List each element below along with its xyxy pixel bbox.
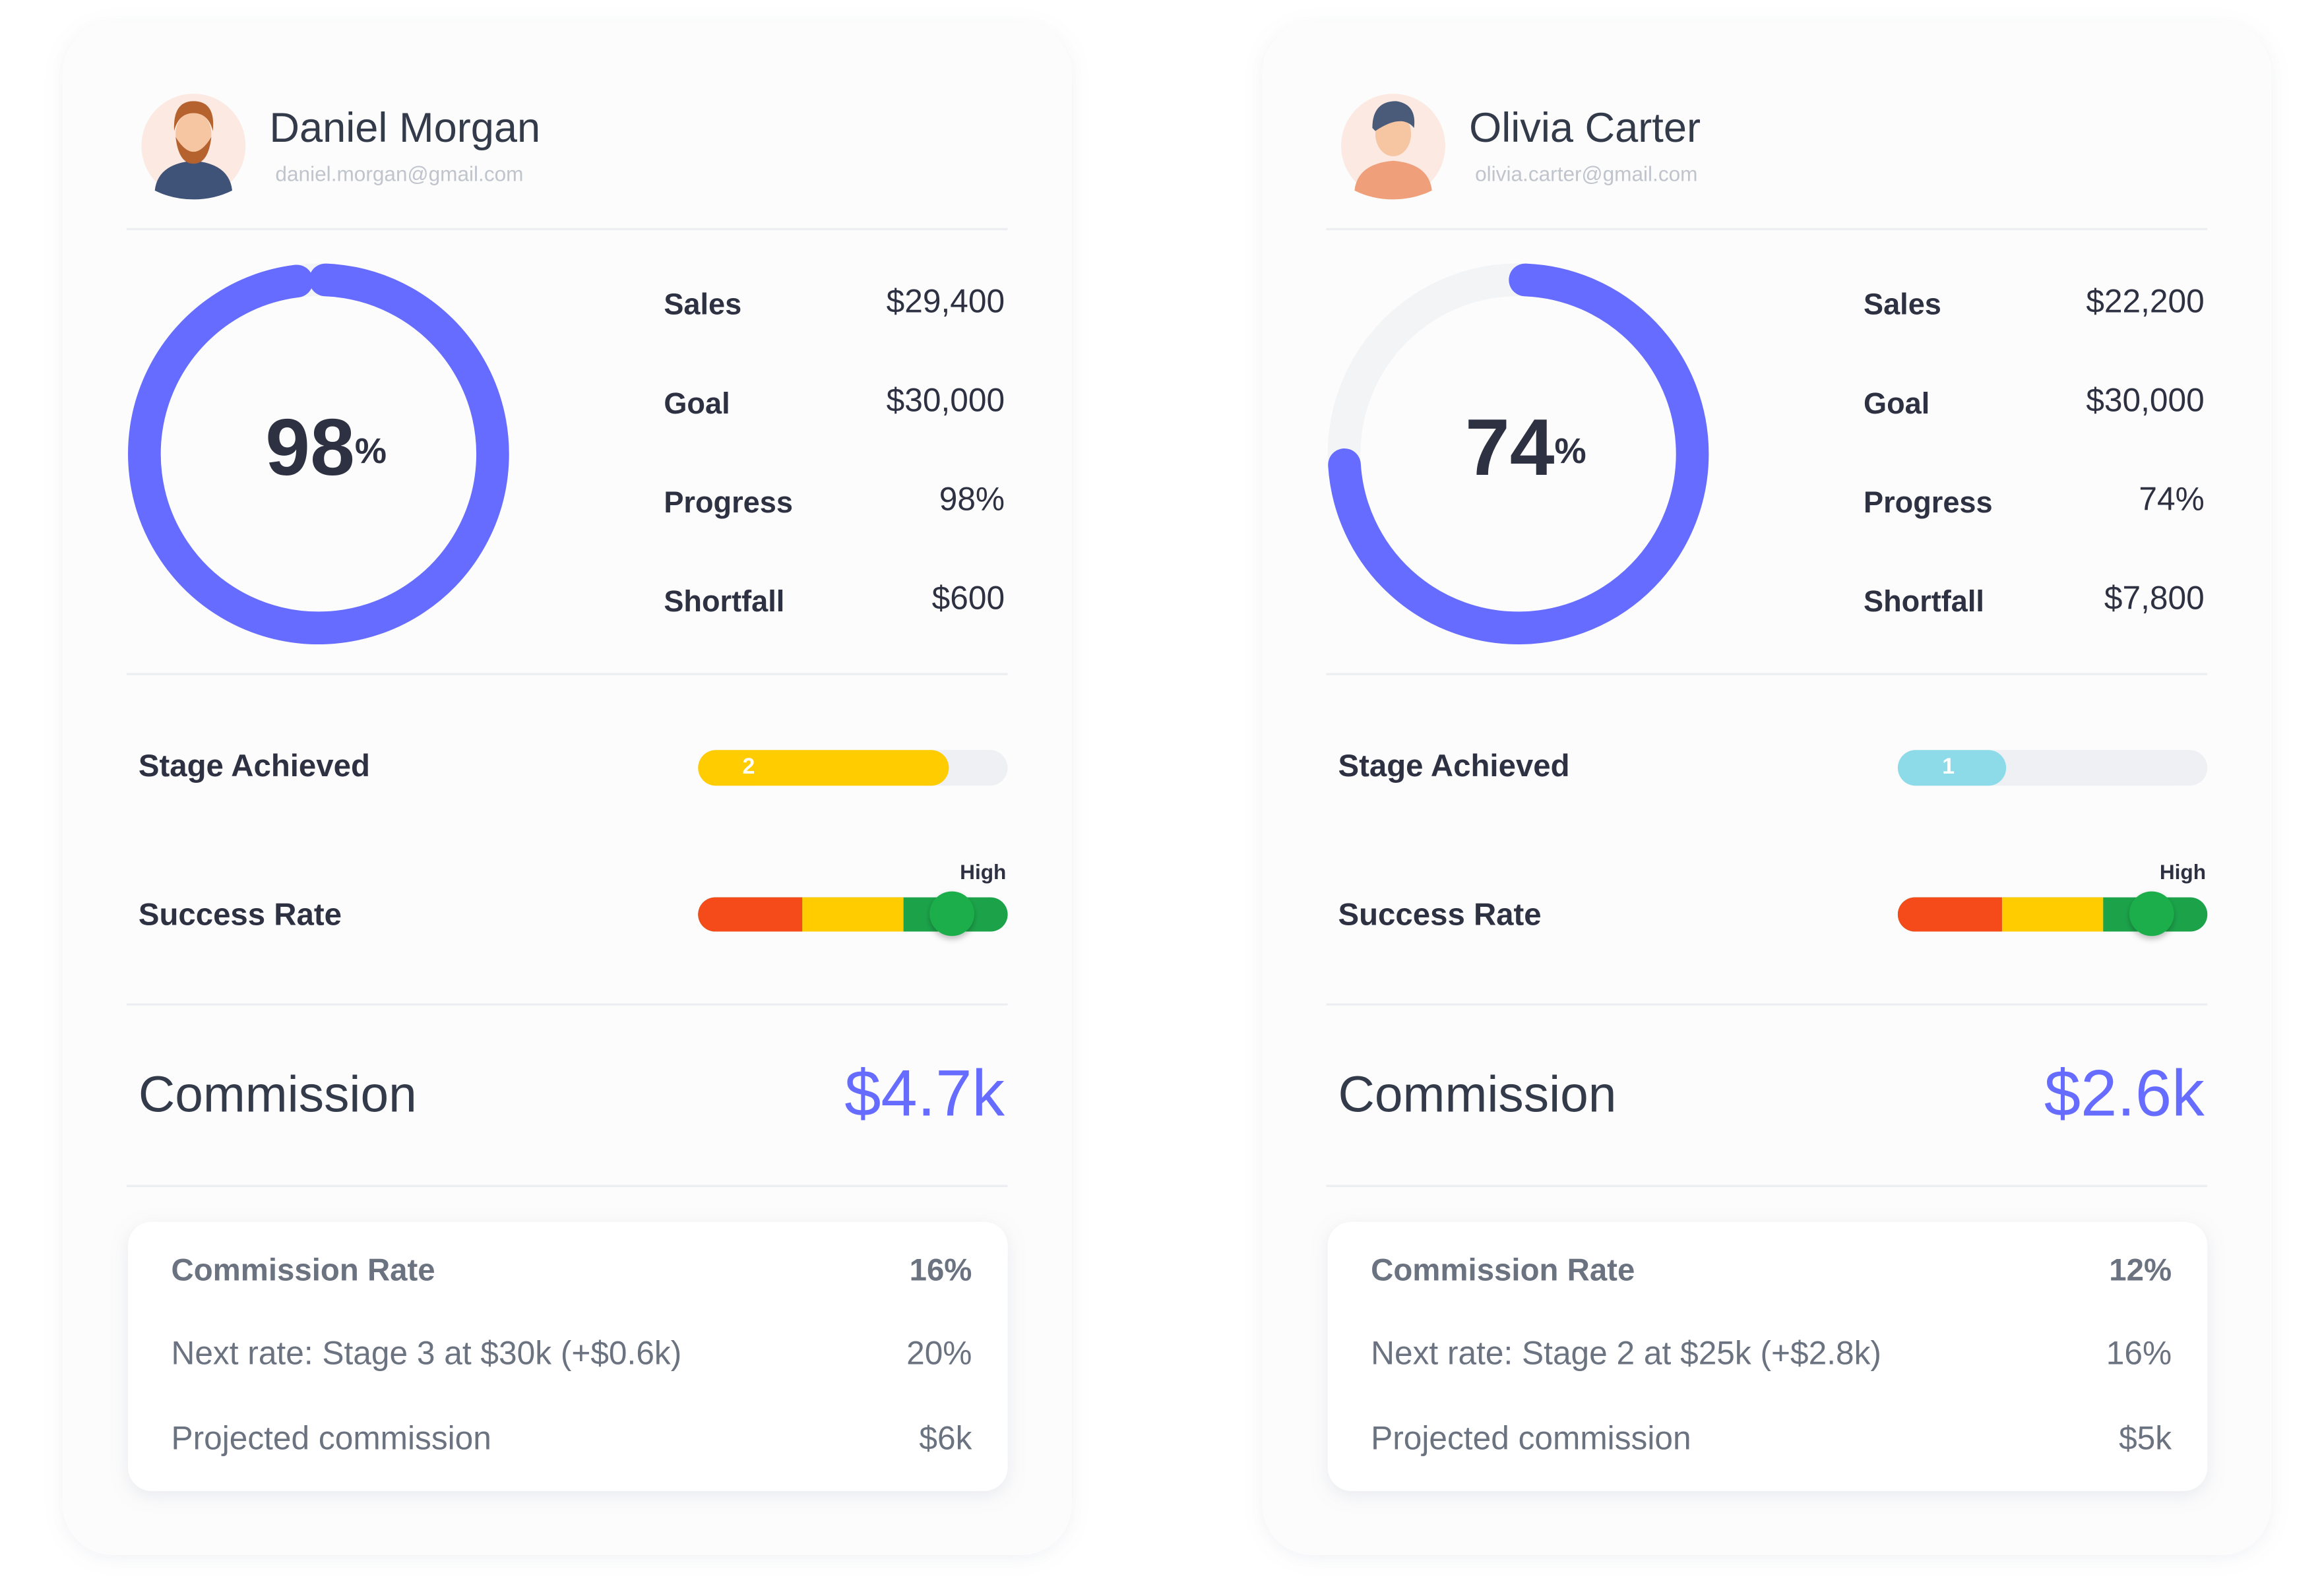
stat-label: Shortfall <box>1864 584 1984 618</box>
gauge-unit: % <box>355 432 387 472</box>
details-box <box>1327 1221 2208 1491</box>
gauge-unit: % <box>1555 432 1586 472</box>
success-label: Success Rate <box>1338 897 1542 932</box>
stat-value: $29,400 <box>887 282 1005 319</box>
avatar <box>1341 94 1445 200</box>
detail-label: Commission Rate <box>1371 1253 1635 1288</box>
success-knob <box>929 891 974 936</box>
detail-value: $5k <box>2119 1419 2172 1456</box>
stat-value: $22,200 <box>2086 282 2204 319</box>
stage-label: Stage Achieved <box>139 749 370 783</box>
detail-value: $6k <box>919 1419 972 1456</box>
stat-value: 74% <box>2139 481 2204 518</box>
commission-value: $2.6k <box>2044 1057 2205 1130</box>
stat-value: $7,800 <box>2104 580 2205 617</box>
gauge-arc <box>128 263 509 645</box>
success-bar <box>698 897 1008 932</box>
success-yellow <box>802 897 904 932</box>
stage-value: 1 <box>1942 754 1955 779</box>
detail-label: Next rate: Stage 3 at $30k (+$0.6k) <box>171 1335 681 1372</box>
user-name: Daniel Morgan <box>269 105 540 151</box>
detail-label: Next rate: Stage 2 at $25k (+$2.8k) <box>1371 1335 1881 1372</box>
detail-label: Projected commission <box>171 1419 491 1456</box>
success-red <box>1897 897 2002 932</box>
stat-label: Shortfall <box>664 584 784 618</box>
stage-label: Stage Achieved <box>1338 749 1570 783</box>
gauge-arc <box>1328 263 1709 644</box>
detail-value: 12% <box>2109 1253 2172 1288</box>
profile-card: Olivia Carter olivia.carter@gmail.com 74% S… <box>1262 22 2272 1555</box>
avatar-body <box>154 160 232 200</box>
commission-label: Commission <box>1338 1066 1617 1122</box>
avatar-body <box>1354 160 1432 200</box>
avatar-beard <box>175 137 212 164</box>
success-yellow <box>2001 897 2104 932</box>
success-red <box>698 897 803 932</box>
card-background <box>1262 22 2272 1555</box>
user-email: olivia.carter@gmail.com <box>1475 162 1697 186</box>
gauge-label: 74% <box>1465 402 1586 492</box>
avatar-hair <box>1372 101 1415 131</box>
stat-label: Goal <box>664 386 730 420</box>
gauge-value: 74 <box>1465 402 1555 492</box>
profile-card: Daniel Morgan daniel.morgan@gmail.com 98% S… <box>62 22 1072 1555</box>
success-bar <box>1897 897 2208 932</box>
user-name: Olivia Carter <box>1469 105 1701 151</box>
detail-value: 16% <box>2106 1335 2172 1372</box>
success-level: High <box>960 860 1006 884</box>
stat-value: $600 <box>932 580 1005 617</box>
stat-label: Goal <box>1864 386 1930 420</box>
stat-label: Progress <box>664 485 793 519</box>
gauge-label: 98% <box>265 402 387 492</box>
gauge-value: 98 <box>265 402 355 492</box>
detail-value: 20% <box>906 1335 972 1372</box>
avatar-hair <box>173 101 214 131</box>
commission-label: Commission <box>139 1066 417 1122</box>
stat-label: Progress <box>1864 485 1993 519</box>
detail-label: Commission Rate <box>171 1253 435 1288</box>
stat-label: Sales <box>664 288 741 321</box>
success-knob <box>2129 891 2174 936</box>
stat-value: 98% <box>939 481 1005 518</box>
success-label: Success Rate <box>139 897 342 932</box>
commission-value: $4.7k <box>844 1057 1005 1130</box>
details-box <box>128 1221 1008 1491</box>
card-background <box>62 22 1072 1555</box>
success-level: High <box>2160 860 2206 884</box>
stage-fill <box>1897 750 2007 786</box>
avatar-face <box>175 111 212 156</box>
detail-value: 16% <box>910 1253 972 1288</box>
stat-label: Sales <box>1864 288 1941 321</box>
stage-fill <box>698 750 949 786</box>
avatar <box>141 94 246 200</box>
stat-value: $30,000 <box>2086 381 2204 418</box>
detail-label: Projected commission <box>1371 1419 1691 1456</box>
user-email: daniel.morgan@gmail.com <box>275 162 523 186</box>
stage-value: 2 <box>743 754 755 779</box>
stat-value: $30,000 <box>887 381 1005 418</box>
